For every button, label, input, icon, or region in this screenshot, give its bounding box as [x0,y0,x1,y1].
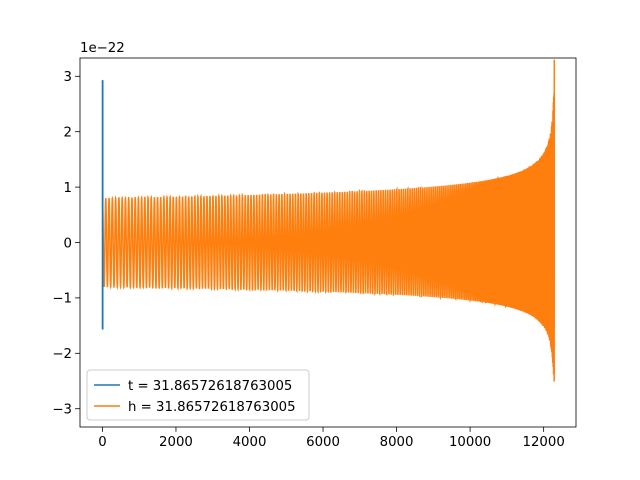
y-axis: −3 −2 −1 0 1 2 3 [52,70,80,418]
y-tick-label: 0 [64,236,72,251]
y-tick-label: 3 [64,70,72,85]
y-tick-label: −1 [52,292,72,307]
legend-label: t = 31.86572618763005 [128,379,292,394]
y-offset-text: 1e−22 [80,41,125,56]
x-tick-label: 10000 [449,435,491,450]
y-tick-label: −2 [52,347,72,362]
x-axis: 0 2000 4000 6000 8000 10000 12000 [98,427,565,450]
x-tick-label: 12000 [522,435,564,450]
x-tick-label: 6000 [306,435,340,450]
legend-box [86,369,310,421]
series-h-line [101,59,556,382]
x-tick-label: 0 [98,435,106,450]
y-tick-label: 1 [64,181,72,196]
x-tick-label: 2000 [159,435,193,450]
plot-area [101,59,556,382]
x-tick-label: 4000 [233,435,267,450]
x-tick-label: 8000 [380,435,414,450]
legend-label: h = 31.86572618763005 [128,400,296,415]
y-tick-label: 2 [64,125,72,140]
y-tick-label: −3 [52,403,72,418]
legend: t = 31.86572618763005 h = 31.865726187630… [86,369,310,421]
